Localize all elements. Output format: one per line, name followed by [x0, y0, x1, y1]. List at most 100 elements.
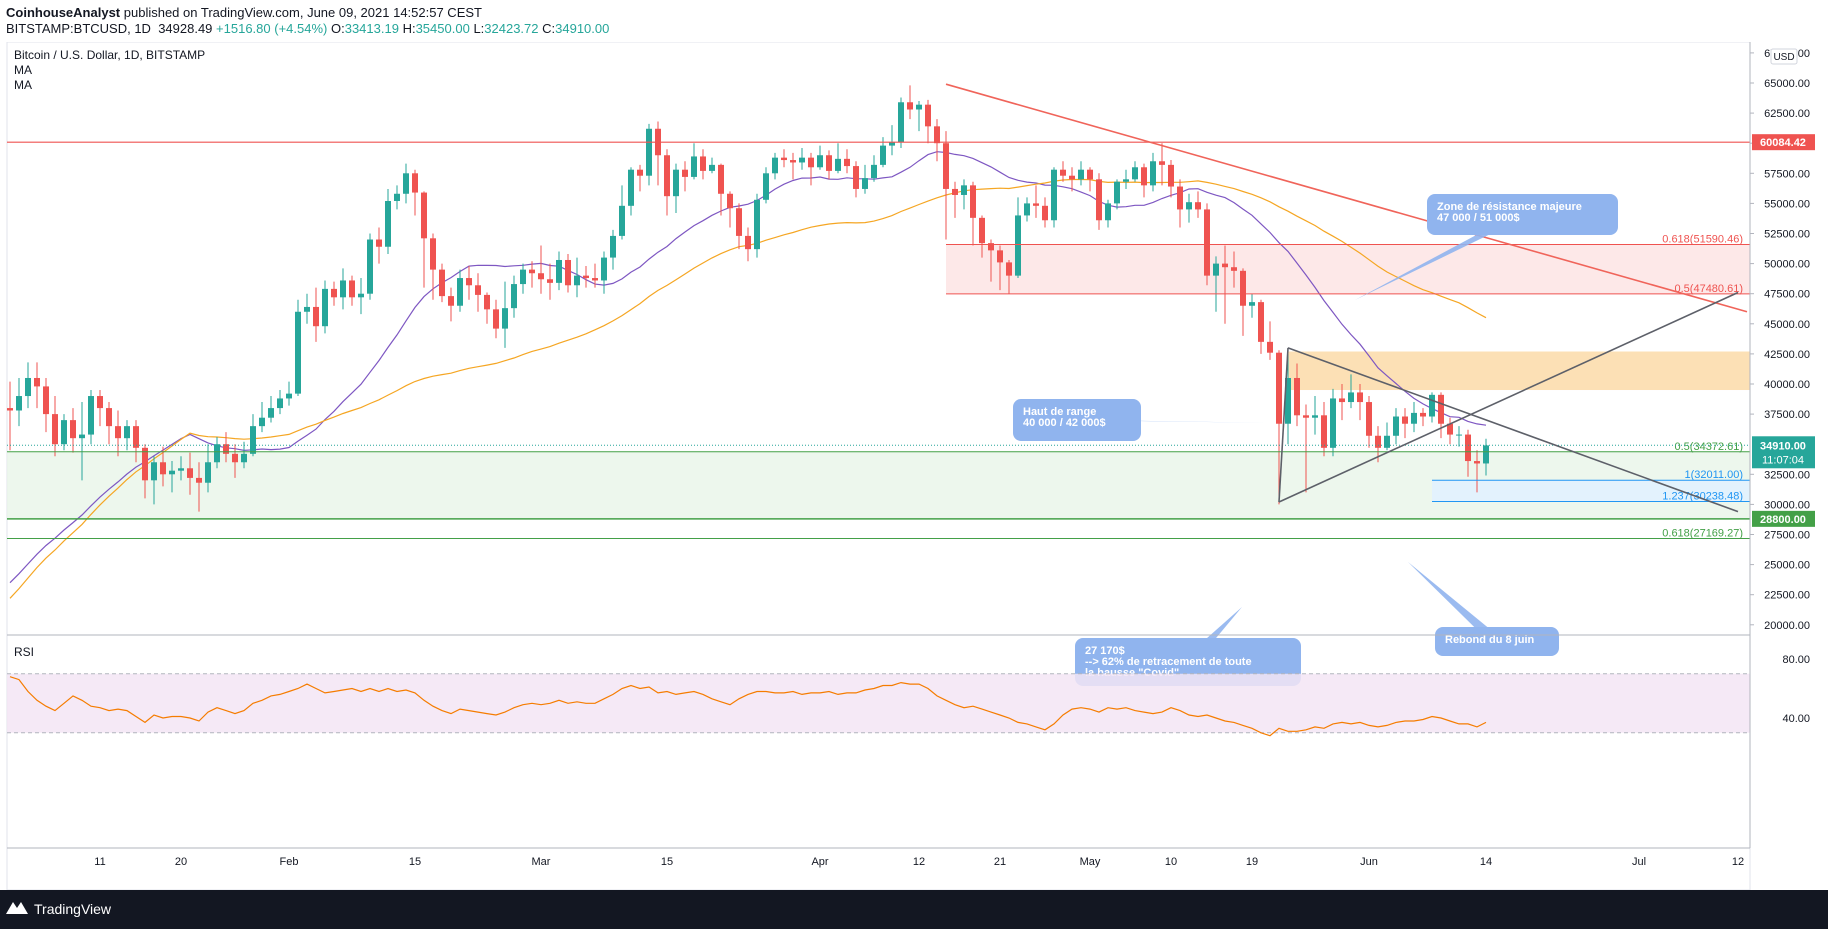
candle[interactable]: [1213, 256, 1219, 312]
callout-rebound[interactable]: Rebond du 8 juin: [1408, 562, 1559, 656]
candle[interactable]: [259, 402, 265, 433]
candle[interactable]: [142, 444, 148, 499]
candle[interactable]: [115, 410, 121, 457]
candle[interactable]: [1276, 350, 1282, 505]
candle[interactable]: [43, 377, 49, 433]
candle[interactable]: [250, 414, 256, 457]
candle[interactable]: [727, 191, 733, 228]
candle[interactable]: [1096, 173, 1102, 230]
candle[interactable]: [466, 266, 472, 300]
candle[interactable]: [331, 281, 337, 306]
candle[interactable]: [556, 251, 562, 291]
candle[interactable]: [16, 377, 22, 427]
candle[interactable]: [799, 148, 805, 170]
candle[interactable]: [1123, 169, 1129, 189]
candle[interactable]: [772, 152, 778, 180]
candle[interactable]: [196, 462, 202, 512]
trendline-resistance[interactable]: [945, 83, 1748, 313]
candle[interactable]: [889, 125, 895, 156]
candle[interactable]: [178, 456, 184, 481]
candle[interactable]: [934, 119, 940, 162]
candle[interactable]: [1150, 152, 1156, 192]
candle[interactable]: [25, 362, 31, 409]
candle[interactable]: [52, 396, 58, 457]
candle[interactable]: [1357, 384, 1363, 421]
candle[interactable]: [394, 185, 400, 210]
candle[interactable]: [574, 257, 580, 298]
candle[interactable]: [1249, 293, 1255, 318]
candle[interactable]: [358, 278, 364, 315]
candle[interactable]: [565, 253, 571, 293]
candle[interactable]: [529, 261, 535, 288]
candle[interactable]: [511, 275, 517, 318]
trendline-falling[interactable]: [1287, 347, 1739, 513]
candle[interactable]: [853, 161, 859, 198]
candle[interactable]: [898, 97, 904, 149]
candle[interactable]: [610, 229, 616, 270]
trendline-connector[interactable]: [1278, 347, 1289, 503]
candle[interactable]: [7, 381, 13, 451]
candle[interactable]: [790, 152, 796, 180]
candle[interactable]: [871, 155, 877, 182]
candle[interactable]: [997, 245, 1003, 291]
candle[interactable]: [304, 293, 310, 324]
candle[interactable]: [421, 191, 427, 288]
candle[interactable]: [1339, 384, 1345, 421]
candle[interactable]: [1177, 179, 1183, 228]
candle[interactable]: [862, 164, 868, 194]
candle[interactable]: [1159, 143, 1165, 186]
trendline-rising[interactable]: [1278, 291, 1739, 503]
candle[interactable]: [88, 390, 94, 445]
candle[interactable]: [169, 461, 175, 493]
candle[interactable]: [1312, 396, 1318, 435]
candle[interactable]: [1051, 167, 1057, 228]
candle[interactable]: [1285, 353, 1291, 445]
candle[interactable]: [1330, 388, 1336, 457]
candle[interactable]: [961, 179, 967, 210]
candle[interactable]: [745, 227, 751, 262]
candle[interactable]: [1267, 321, 1273, 360]
candle[interactable]: [763, 167, 769, 204]
candle[interactable]: [448, 287, 454, 322]
candle[interactable]: [385, 188, 391, 254]
legend-ma-slow[interactable]: MA: [14, 78, 32, 92]
candle[interactable]: [1141, 163, 1147, 198]
candle[interactable]: [286, 381, 292, 406]
candle[interactable]: [1438, 392, 1444, 439]
candle[interactable]: [1402, 408, 1408, 439]
candle[interactable]: [277, 390, 283, 415]
candle[interactable]: [1069, 167, 1075, 192]
author-name[interactable]: CoinhouseAnalyst: [6, 5, 121, 20]
candle[interactable]: [430, 233, 436, 300]
candle[interactable]: [844, 149, 850, 174]
candle[interactable]: [754, 193, 760, 258]
candle[interactable]: [1078, 161, 1084, 186]
candle[interactable]: [1303, 404, 1309, 493]
candle[interactable]: [1087, 167, 1093, 192]
candle[interactable]: [313, 287, 319, 342]
candle[interactable]: [646, 123, 652, 186]
candle[interactable]: [1033, 185, 1039, 218]
candle[interactable]: [628, 167, 634, 216]
candle[interactable]: [601, 251, 607, 294]
candle[interactable]: [214, 436, 220, 469]
candle[interactable]: [1186, 193, 1192, 223]
candle[interactable]: [1366, 396, 1372, 448]
candle[interactable]: [1105, 199, 1111, 228]
candle[interactable]: [1411, 402, 1417, 433]
candle[interactable]: [979, 215, 985, 258]
candle[interactable]: [412, 169, 418, 216]
candle[interactable]: [970, 181, 976, 246]
candle[interactable]: [1456, 426, 1462, 447]
candle[interactable]: [916, 101, 922, 132]
candle[interactable]: [952, 181, 958, 218]
candle[interactable]: [241, 441, 247, 469]
candle[interactable]: [925, 99, 931, 144]
candle[interactable]: [1429, 392, 1435, 423]
candle[interactable]: [502, 281, 508, 348]
tradingview-brand[interactable]: TradingView: [34, 900, 112, 917]
candle[interactable]: [1420, 408, 1426, 427]
candle[interactable]: [907, 85, 913, 120]
candle[interactable]: [826, 150, 832, 180]
